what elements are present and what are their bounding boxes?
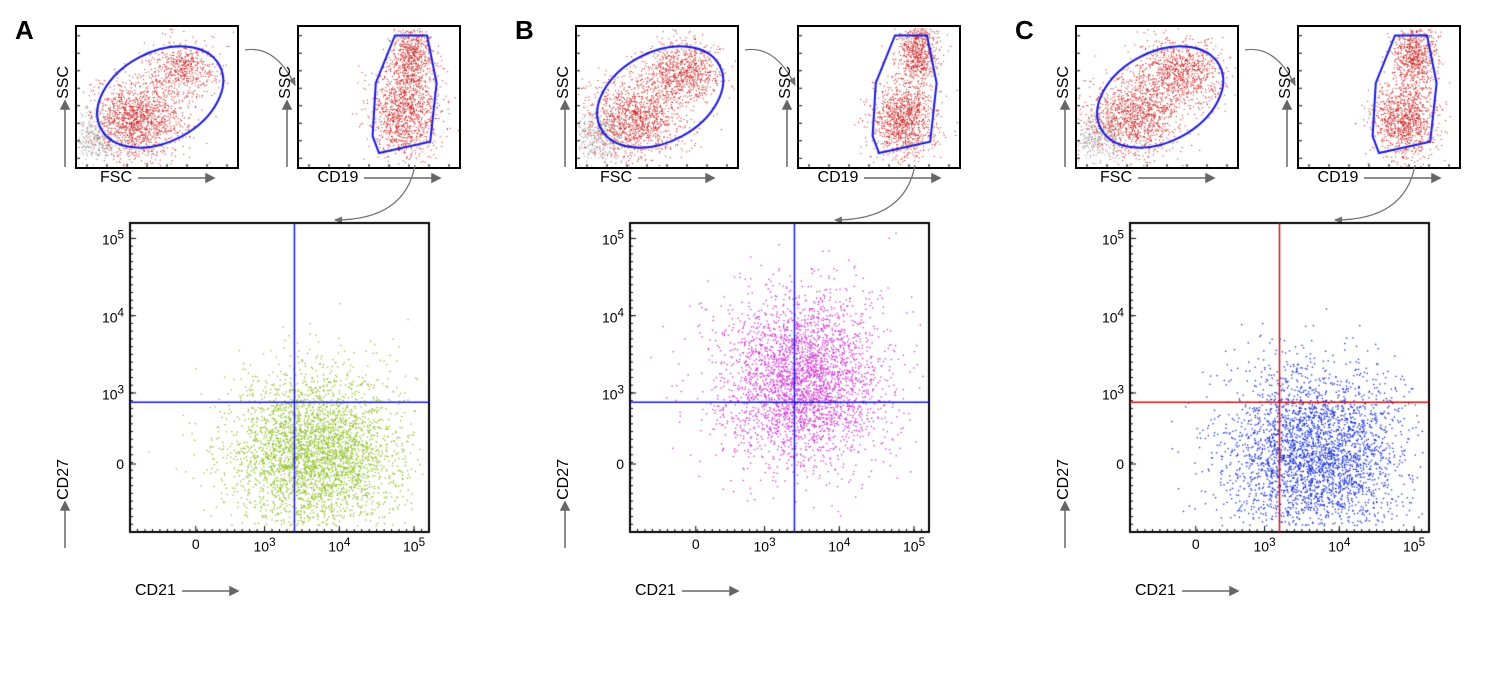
quadrant-scatter xyxy=(1075,217,1435,577)
scatter-canvas xyxy=(575,25,739,169)
y-axis-label: SSC xyxy=(277,66,295,99)
x-axis-label: CD19 xyxy=(318,169,359,187)
x-tick-label: 105 xyxy=(1403,536,1425,555)
x-axis-arrow xyxy=(362,171,442,185)
quadrant-scatter xyxy=(575,217,935,577)
y-tick-label: 105 xyxy=(1102,229,1124,248)
y-tick-label: 103 xyxy=(602,384,624,403)
panel-B: B SSC FSC SSC CD19 CD27 0 103 104 105 0 103 104… xyxy=(515,15,985,600)
y-tick-label: 105 xyxy=(102,229,124,248)
x-axis-label: CD21 xyxy=(635,582,676,600)
y-tick-label: 105 xyxy=(602,229,624,248)
quadrant-plot-holder: 0 103 104 105 0 103 104 105 xyxy=(1075,217,1435,582)
x-axis-label: FSC xyxy=(100,169,132,187)
y-axis-arrow xyxy=(1057,500,1073,550)
cd19-ssc-plot: SSC CD19 xyxy=(277,25,461,187)
scatter-canvas xyxy=(297,25,461,169)
x-tick-label: 104 xyxy=(1328,536,1350,555)
x-tick-label: 105 xyxy=(903,536,925,555)
x-tick-label: 0 xyxy=(1192,536,1200,552)
y-tick-label: 103 xyxy=(1102,384,1124,403)
panel-A: A SSC FSC SSC CD19 CD27 0 103 104 105 0 103 104… xyxy=(15,15,485,600)
gating-row: SSC FSC SSC CD19 xyxy=(1055,25,1485,187)
x-tick-label: 0 xyxy=(692,536,700,552)
quadrant-plot-holder: 0 103 104 105 0 103 104 105 xyxy=(575,217,935,582)
x-tick-label: 105 xyxy=(403,536,425,555)
panel-label: B xyxy=(515,15,534,46)
scatter-canvas xyxy=(75,25,239,169)
x-tick-label: 103 xyxy=(754,536,776,555)
fsc-ssc-plot: SSC FSC xyxy=(1055,25,1239,187)
y-axis-label: CD27 xyxy=(555,459,573,500)
x-tick-label: 103 xyxy=(1254,536,1276,555)
x-axis-label: CD21 xyxy=(1135,582,1176,600)
x-axis-arrow xyxy=(1136,171,1216,185)
quadrant-scatter xyxy=(75,217,435,577)
y-axis-label: CD27 xyxy=(55,459,73,500)
quadrant-plot-holder: 0 103 104 105 0 103 104 105 xyxy=(75,217,435,582)
cd19-ssc-plot: SSC CD19 xyxy=(777,25,961,187)
x-axis-arrow xyxy=(180,584,240,598)
main-plot: CD27 0 103 104 105 0 103 104 105 CD21 xyxy=(55,217,485,600)
panel-C: C SSC FSC SSC CD19 CD27 0 103 104 105 0 103 104… xyxy=(1015,15,1485,600)
y-axis-arrow xyxy=(779,99,795,169)
x-tick-label: 103 xyxy=(254,536,276,555)
y-axis-label: SSC xyxy=(1277,66,1295,99)
y-axis-arrow xyxy=(57,99,73,169)
panel-label: C xyxy=(1015,15,1034,46)
y-tick-label: 103 xyxy=(102,384,124,403)
x-tick-label: 104 xyxy=(828,536,850,555)
x-axis-label: CD19 xyxy=(818,169,859,187)
fsc-ssc-plot: SSC FSC xyxy=(555,25,739,187)
y-tick-label: 104 xyxy=(102,306,124,325)
x-tick-label: 104 xyxy=(328,536,350,555)
fsc-ssc-plot: SSC FSC xyxy=(55,25,239,187)
y-axis-arrow xyxy=(557,500,573,550)
y-axis-arrow xyxy=(279,99,295,169)
y-tick-label: 0 xyxy=(616,456,624,472)
y-axis-arrow xyxy=(1057,99,1073,169)
x-axis-label: CD19 xyxy=(1318,169,1359,187)
panel-label: A xyxy=(15,15,34,46)
gating-row: SSC FSC SSC CD19 xyxy=(555,25,985,187)
figure: A SSC FSC SSC CD19 CD27 0 103 104 105 0 103 104… xyxy=(15,15,1485,600)
main-plot: CD27 0 103 104 105 0 103 104 105 CD21 xyxy=(555,217,985,600)
scatter-canvas xyxy=(797,25,961,169)
x-axis-arrow xyxy=(1362,171,1442,185)
y-axis-label: SSC xyxy=(55,66,73,99)
y-axis-label: SSC xyxy=(777,66,795,99)
x-axis-arrow xyxy=(1180,584,1240,598)
y-axis-arrow xyxy=(1279,99,1295,169)
y-tick-label: 104 xyxy=(1102,306,1124,325)
y-axis-label: SSC xyxy=(1055,66,1073,99)
y-tick-label: 0 xyxy=(1116,456,1124,472)
scatter-canvas xyxy=(1075,25,1239,169)
gating-row: SSC FSC SSC CD19 xyxy=(55,25,485,187)
x-axis-arrow xyxy=(136,171,216,185)
main-plot: CD27 0 103 104 105 0 103 104 105 CD21 xyxy=(1055,217,1485,600)
x-tick-label: 0 xyxy=(192,536,200,552)
cd19-ssc-plot: SSC CD19 xyxy=(1277,25,1461,187)
x-axis-label: FSC xyxy=(600,169,632,187)
x-axis-label: CD21 xyxy=(135,582,176,600)
x-axis-arrow xyxy=(636,171,716,185)
y-tick-label: 0 xyxy=(116,456,124,472)
x-axis-label: FSC xyxy=(1100,169,1132,187)
y-tick-label: 104 xyxy=(602,306,624,325)
x-axis-arrow xyxy=(862,171,942,185)
y-axis-label: CD27 xyxy=(1055,459,1073,500)
y-axis-arrow xyxy=(57,500,73,550)
x-axis-arrow xyxy=(680,584,740,598)
y-axis-label: SSC xyxy=(555,66,573,99)
y-axis-arrow xyxy=(557,99,573,169)
scatter-canvas xyxy=(1297,25,1461,169)
